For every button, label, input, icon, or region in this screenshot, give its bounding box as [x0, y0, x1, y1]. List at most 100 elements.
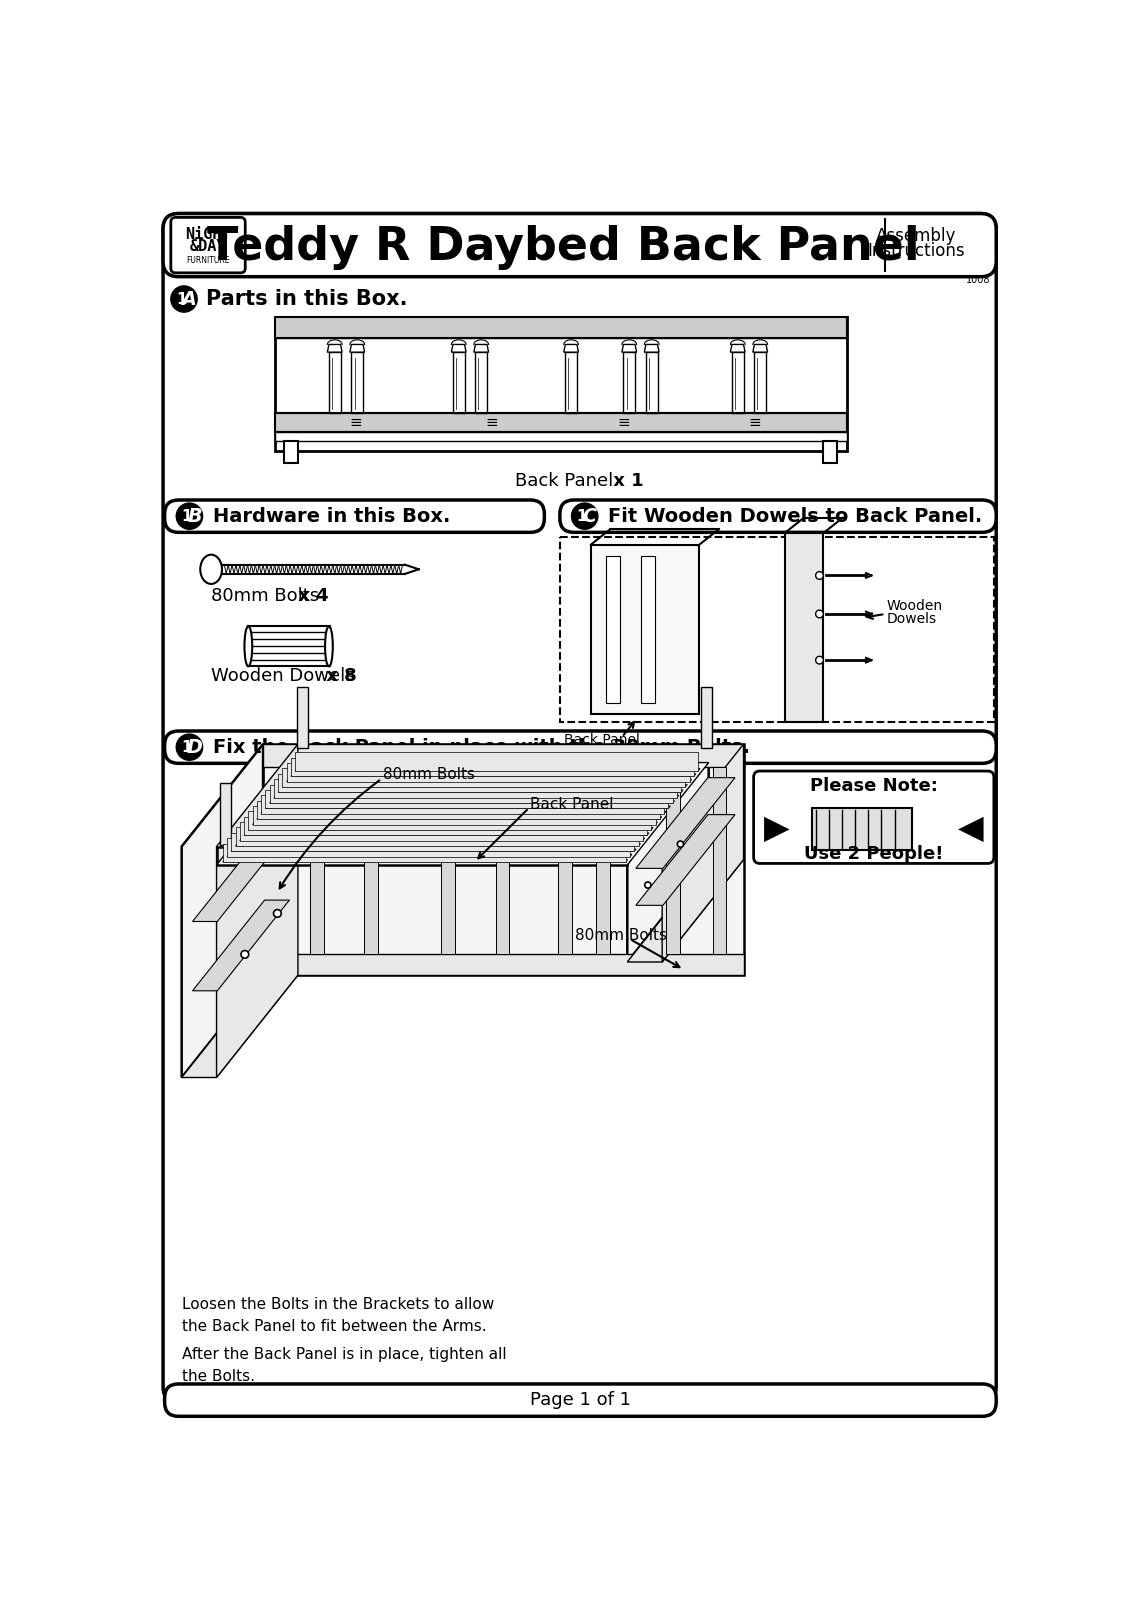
Bar [352, 352, 363, 413]
Polygon shape [266, 790, 668, 808]
Text: x 4: x 4 [293, 587, 329, 605]
Polygon shape [235, 843, 640, 846]
Polygon shape [223, 843, 625, 862]
Bar [329, 352, 340, 413]
Polygon shape [192, 830, 290, 922]
Polygon shape [221, 784, 231, 845]
Polygon shape [327, 344, 342, 352]
Text: D: D [187, 738, 202, 757]
Polygon shape [645, 344, 659, 352]
Circle shape [571, 502, 598, 530]
Text: 80mm Bolts: 80mm Bolts [576, 928, 667, 942]
Bar [560, 538, 994, 722]
Text: ≡: ≡ [349, 414, 362, 430]
Polygon shape [264, 744, 743, 974]
Text: ≡: ≡ [749, 414, 761, 430]
Text: Back Panel: Back Panel [530, 797, 614, 813]
Polygon shape [261, 811, 666, 814]
Polygon shape [624, 784, 636, 845]
Bar [475, 352, 487, 413]
Circle shape [176, 502, 202, 530]
Polygon shape [235, 827, 639, 846]
Polygon shape [240, 838, 645, 840]
Text: 1: 1 [181, 739, 192, 755]
Bar [606, 557, 620, 702]
Circle shape [241, 950, 249, 958]
Text: Fit Wooden Dowels to Back Panel.: Fit Wooden Dowels to Back Panel. [608, 507, 982, 526]
Text: Fix the Back Panel in place with the 30mm Bolts.: Fix the Back Panel in place with the 30m… [213, 738, 750, 757]
Polygon shape [266, 806, 671, 808]
Polygon shape [286, 763, 690, 781]
Text: Back Panel: Back Panel [516, 472, 614, 490]
Polygon shape [291, 758, 694, 776]
Text: 80mm Bolts: 80mm Bolts [383, 766, 475, 782]
Text: Assembly: Assembly [877, 227, 957, 245]
Polygon shape [295, 768, 700, 771]
Polygon shape [257, 800, 659, 819]
Polygon shape [310, 766, 323, 954]
Text: 80mm Bolts: 80mm Bolts [211, 587, 319, 605]
Polygon shape [701, 686, 713, 749]
Polygon shape [713, 766, 726, 954]
Text: ≡: ≡ [485, 414, 498, 430]
FancyBboxPatch shape [165, 1384, 996, 1416]
Circle shape [274, 909, 282, 917]
Polygon shape [283, 768, 685, 787]
Circle shape [815, 610, 823, 618]
Polygon shape [349, 344, 364, 352]
Polygon shape [231, 834, 634, 851]
Ellipse shape [325, 626, 333, 666]
Polygon shape [216, 846, 628, 866]
Bar [566, 352, 577, 413]
FancyBboxPatch shape [560, 499, 996, 533]
Bar [284, 442, 297, 462]
Polygon shape [216, 744, 297, 1077]
Text: Teddy R Daybed Back Panel: Teddy R Daybed Back Panel [207, 226, 920, 270]
Text: 1: 1 [577, 509, 587, 523]
Text: FURNITURE: FURNITURE [187, 256, 230, 266]
Text: After the Back Panel is in place, tighten all
the Bolts.: After the Back Panel is in place, tighte… [182, 1347, 507, 1384]
Text: ◀: ◀ [958, 813, 984, 845]
Circle shape [645, 882, 651, 888]
Polygon shape [278, 774, 681, 792]
Ellipse shape [244, 626, 252, 666]
Bar [641, 557, 655, 702]
Polygon shape [261, 795, 664, 814]
Bar [275, 432, 847, 442]
Polygon shape [182, 744, 264, 1077]
Text: Please Note:: Please Note: [810, 778, 938, 795]
Polygon shape [227, 838, 630, 856]
Polygon shape [274, 779, 676, 798]
Polygon shape [636, 778, 735, 869]
Text: Use 2 People!: Use 2 People! [804, 845, 943, 864]
Polygon shape [451, 344, 466, 352]
Circle shape [677, 842, 683, 846]
Polygon shape [666, 766, 680, 954]
Bar [249, 626, 330, 666]
Bar [623, 352, 634, 413]
Polygon shape [662, 744, 743, 962]
Bar [823, 442, 837, 462]
Polygon shape [278, 790, 683, 792]
Polygon shape [192, 901, 290, 990]
Polygon shape [628, 744, 709, 962]
FancyBboxPatch shape [163, 213, 996, 1403]
FancyBboxPatch shape [163, 213, 996, 277]
Text: Page 1 of 1: Page 1 of 1 [529, 1390, 630, 1410]
Polygon shape [753, 344, 768, 352]
Polygon shape [249, 811, 651, 830]
Polygon shape [264, 744, 743, 766]
Text: Wooden Dowels: Wooden Dowels [211, 667, 355, 685]
Bar [275, 413, 847, 432]
Text: x 1: x 1 [607, 472, 644, 490]
Circle shape [171, 286, 197, 312]
Polygon shape [227, 854, 632, 856]
Text: Back Panel: Back Panel [563, 733, 640, 747]
Polygon shape [295, 752, 698, 771]
Text: 1: 1 [176, 291, 187, 307]
Bar [646, 352, 657, 413]
Polygon shape [244, 816, 647, 835]
Polygon shape [231, 850, 636, 851]
Circle shape [176, 734, 202, 760]
Polygon shape [252, 822, 657, 824]
